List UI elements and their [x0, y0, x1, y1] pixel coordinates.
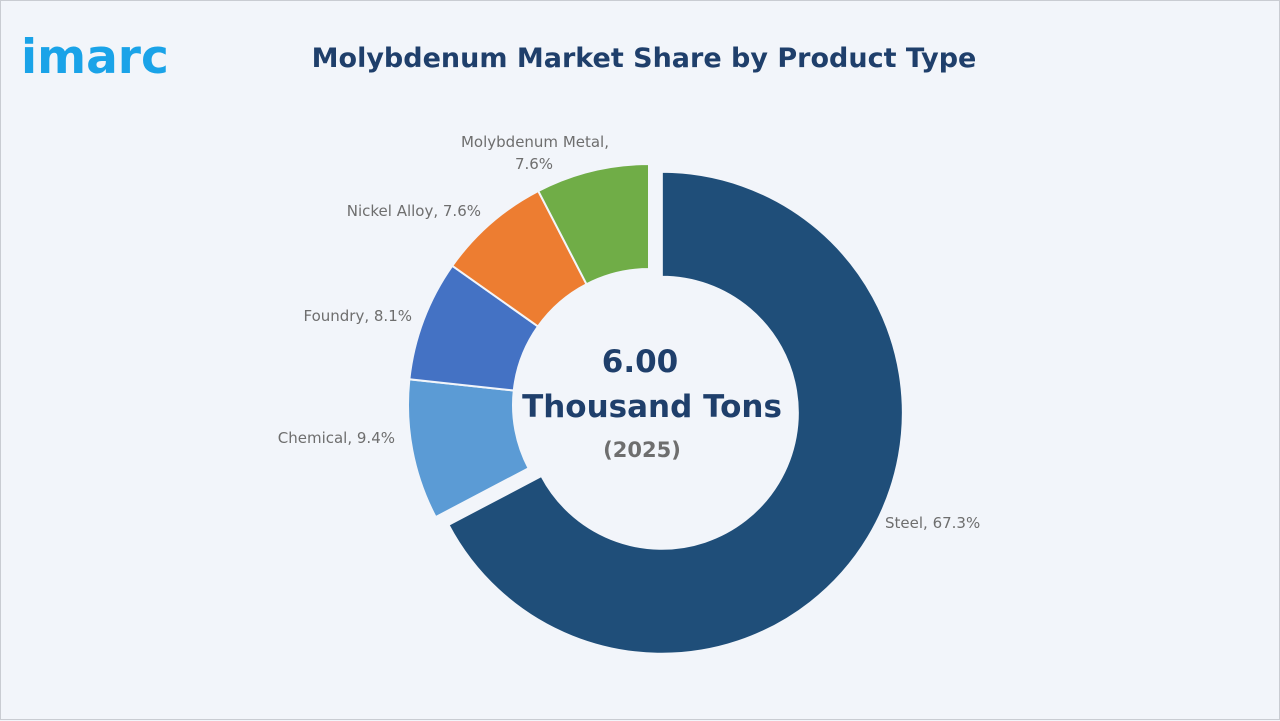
center-value-unit: Thousand Tons — [522, 389, 782, 425]
logo-wordmark: imarc — [21, 30, 169, 85]
slice-label-foundry: Foundry, 8.1% — [304, 307, 413, 325]
chart-title: Molybdenum Market Share by Product Type — [311, 43, 977, 74]
center-year: (2025) — [603, 438, 681, 462]
slice-label-molybdenum-metal: Molybdenum Metal, 7.6% — [461, 133, 609, 173]
slice-label-steel: Steel, 67.3% — [885, 514, 980, 532]
center-label: 6.00 Thousand Tons (2025) — [522, 344, 782, 462]
slice-label-chemical: Chemical, 9.4% — [278, 429, 395, 447]
slice-labels: Steel, 67.3% Chemical, 9.4% Foundry, 8.1% N… — [278, 133, 980, 532]
slice-label-nickel-alloy: Nickel Alloy, 7.6% — [347, 202, 481, 220]
slice-steel — [447, 170, 904, 655]
donut-slices — [407, 162, 904, 655]
imarc-logo: imarc — [21, 30, 169, 85]
center-value-number: 6.00 — [602, 344, 679, 380]
slice-molybdenum-metal — [536, 162, 650, 286]
